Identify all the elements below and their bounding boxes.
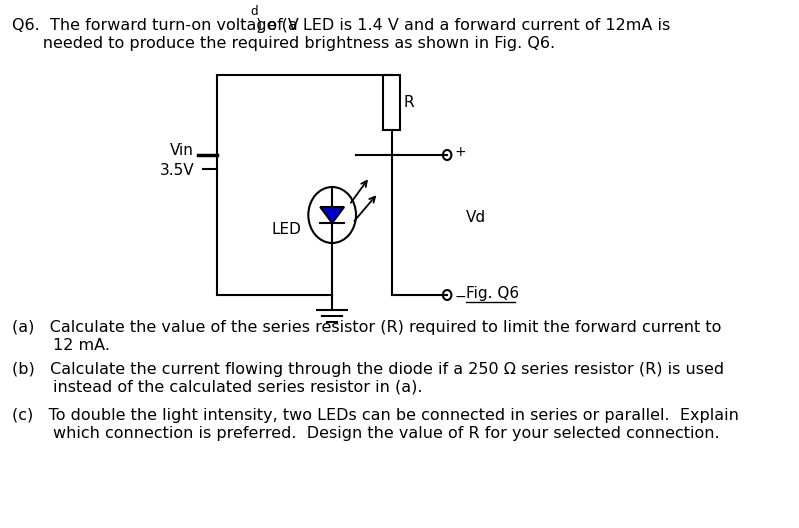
Circle shape	[443, 290, 451, 300]
Text: Vd: Vd	[466, 210, 486, 224]
Text: (c)   To double the light intensity, two LEDs can be connected in series or para: (c) To double the light intensity, two L…	[12, 408, 739, 423]
Text: (a)   Calculate the value of the series resistor (R) required to limit the forwa: (a) Calculate the value of the series re…	[12, 320, 721, 335]
Text: (b)   Calculate the current flowing through the diode if a 250 Ω series resistor: (b) Calculate the current flowing throug…	[12, 362, 724, 377]
Text: Q6.  The forward turn-on voltage (V: Q6. The forward turn-on voltage (V	[12, 18, 299, 33]
Text: +: +	[455, 145, 467, 159]
Text: ) of a LED is 1.4 V and a forward current of 12mA is: ) of a LED is 1.4 V and a forward curren…	[256, 18, 670, 33]
Text: d: d	[250, 5, 258, 18]
Text: 3.5V: 3.5V	[160, 163, 194, 178]
Polygon shape	[320, 207, 344, 223]
Text: which connection is preferred.  Design the value of R for your selected connecti: which connection is preferred. Design th…	[12, 426, 720, 441]
FancyBboxPatch shape	[384, 75, 400, 130]
Text: −: −	[455, 290, 467, 304]
Text: needed to produce the required brightness as shown in Fig. Q6.: needed to produce the required brightnes…	[12, 36, 555, 51]
Text: Fig. Q6: Fig. Q6	[466, 286, 519, 301]
Circle shape	[443, 150, 451, 160]
Text: 12 mA.: 12 mA.	[12, 338, 110, 353]
Text: instead of the calculated series resistor in (a).: instead of the calculated series resisto…	[12, 380, 423, 395]
Text: R: R	[403, 95, 415, 110]
Text: Vin: Vin	[170, 143, 194, 158]
Text: LED: LED	[272, 222, 301, 237]
